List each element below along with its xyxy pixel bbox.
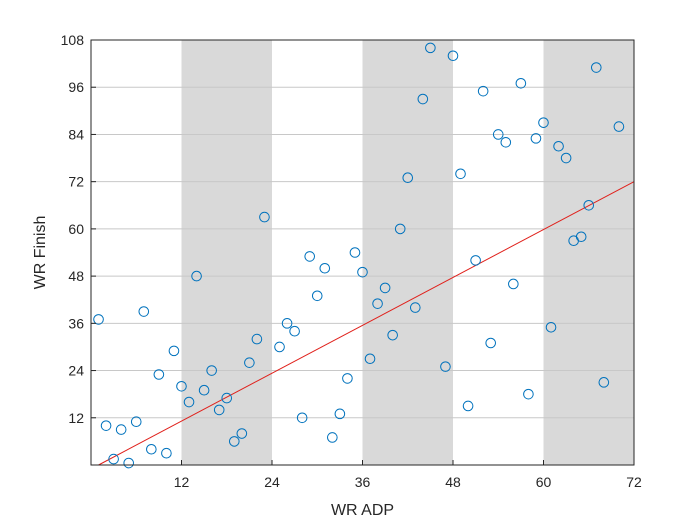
data-point-57 <box>530 133 542 144</box>
x-tick-label-12: 12 <box>174 474 190 490</box>
data-points <box>93 42 625 469</box>
trend-line <box>98 181 635 466</box>
y-tick-label-36: 36 <box>68 315 84 331</box>
data-point-67 <box>613 121 625 132</box>
data-point-13 <box>183 396 195 408</box>
data-point-34 <box>349 247 361 258</box>
data-point-56 <box>523 388 534 400</box>
data-point-51 <box>485 337 497 349</box>
y-tick-labels: 12 24 36 48 60 72 84 96 108 <box>61 32 96 426</box>
data-point-48 <box>462 400 474 412</box>
data-point-17 <box>213 404 225 416</box>
data-point-21 <box>244 357 255 368</box>
shaded-band-3 <box>543 40 634 465</box>
data-point-22 <box>251 333 263 345</box>
data-point-24 <box>274 341 285 353</box>
data-point-31 <box>327 432 338 443</box>
data-point-40 <box>394 223 406 235</box>
y-tick-label-108: 108 <box>61 32 85 48</box>
data-point-16 <box>206 365 217 376</box>
data-point-2 <box>100 420 112 431</box>
y-tick-label-24: 24 <box>68 363 84 379</box>
data-point-55 <box>515 77 527 89</box>
data-point-8 <box>146 443 157 455</box>
data-point-5 <box>123 457 135 469</box>
data-point-49 <box>470 255 481 266</box>
data-point-44 <box>425 42 436 54</box>
data-point-60 <box>553 140 564 152</box>
data-point-20 <box>236 428 248 439</box>
data-point-53 <box>500 137 512 148</box>
data-point-46 <box>447 50 459 62</box>
data-point-36 <box>364 353 376 365</box>
data-point-4 <box>115 424 127 435</box>
data-point-7 <box>138 306 150 317</box>
x-tick-label-24: 24 <box>264 474 280 490</box>
data-point-30 <box>319 262 331 274</box>
shaded-band-2 <box>362 40 453 465</box>
x-tick-label-72: 72 <box>626 474 642 490</box>
data-point-52 <box>492 129 504 140</box>
data-point-45 <box>440 361 451 372</box>
y-tick-label-12: 12 <box>68 410 84 426</box>
y-tick-label-72: 72 <box>68 174 84 190</box>
data-point-29 <box>311 290 323 302</box>
data-point-18 <box>221 392 233 404</box>
data-point-66 <box>598 377 610 388</box>
data-point-19 <box>228 436 240 447</box>
data-point-41 <box>402 172 414 184</box>
data-point-59 <box>545 321 557 333</box>
data-point-9 <box>153 369 165 380</box>
data-point-43 <box>417 93 429 105</box>
x-tick-label-60: 60 <box>536 474 552 490</box>
data-point-32 <box>334 408 346 420</box>
data-point-27 <box>296 412 308 424</box>
data-point-6 <box>130 416 142 428</box>
x-axis-label: WR ADP <box>331 502 394 519</box>
data-point-25 <box>281 318 293 329</box>
data-point-42 <box>409 302 421 313</box>
data-point-14 <box>191 270 202 282</box>
x-tick-label-48: 48 <box>445 474 461 490</box>
x-tick-label-36: 36 <box>355 474 371 490</box>
data-point-64 <box>583 199 595 211</box>
data-point-28 <box>304 251 316 262</box>
data-point-1 <box>93 314 104 325</box>
data-point-63 <box>575 231 587 243</box>
shaded-bands <box>181 40 634 465</box>
y-tick-label-60: 60 <box>68 221 84 237</box>
y-axis-label: WR Finish <box>32 216 49 290</box>
data-point-54 <box>508 278 519 290</box>
data-point-23 <box>259 211 270 223</box>
y-tick-label-84: 84 <box>68 126 84 142</box>
data-point-47 <box>455 168 466 180</box>
data-point-11 <box>168 345 180 357</box>
data-point-10 <box>161 447 172 459</box>
shaded-band-1 <box>181 40 272 465</box>
y-tick-label-96: 96 <box>68 79 84 95</box>
data-point-3 <box>108 453 119 465</box>
data-point-37 <box>372 298 383 309</box>
x-tick-labels: 12 24 36 48 60 72 <box>174 460 642 490</box>
data-point-39 <box>387 329 398 341</box>
data-point-58 <box>538 117 549 128</box>
data-point-12 <box>176 380 187 392</box>
data-point-26 <box>289 325 300 337</box>
data-point-65 <box>590 62 602 73</box>
y-tick-label-48: 48 <box>68 268 84 284</box>
data-point-38 <box>379 282 391 294</box>
data-point-50 <box>477 85 489 97</box>
data-point-33 <box>342 373 353 384</box>
data-point-35 <box>357 266 368 278</box>
data-point-15 <box>198 384 210 396</box>
data-point-61 <box>560 152 572 164</box>
